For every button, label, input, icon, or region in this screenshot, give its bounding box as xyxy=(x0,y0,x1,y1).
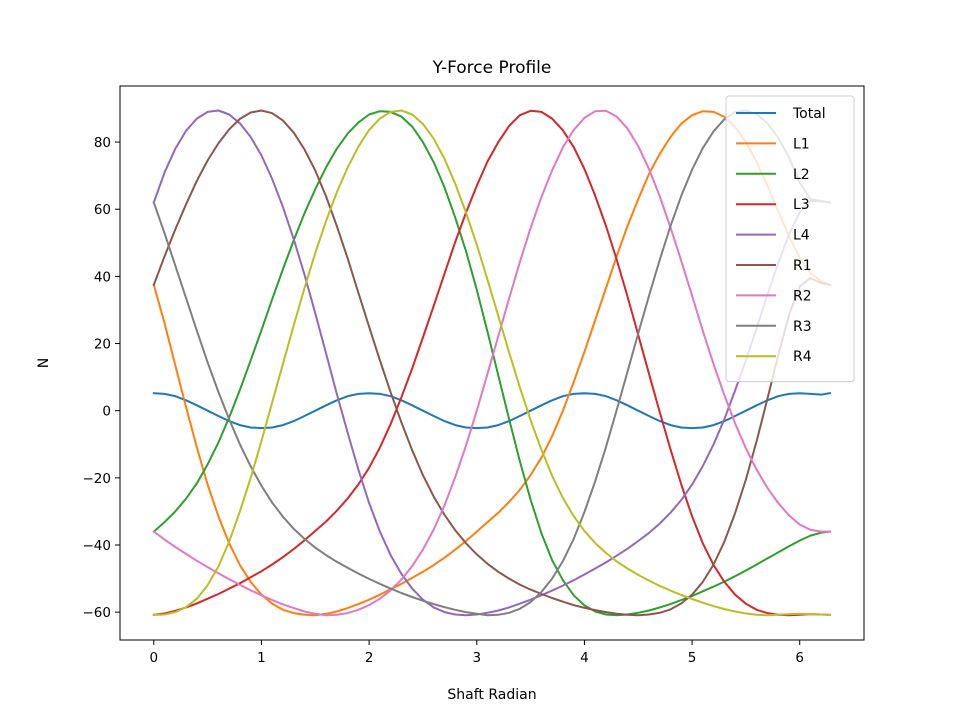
series-line-r2 xyxy=(152,109,831,617)
y-tick-label: 20 xyxy=(94,337,111,353)
legend-label-r3: R3 xyxy=(793,319,812,335)
x-tick-label: 5 xyxy=(688,650,697,666)
series-line-r4 xyxy=(152,109,831,617)
y-tick-label: 80 xyxy=(94,135,111,151)
legend-frame xyxy=(725,95,855,383)
plot-area-frame xyxy=(119,85,865,641)
y-tick-label: 40 xyxy=(94,269,111,285)
y-tick-label: −40 xyxy=(83,538,112,554)
x-tick-label: 1 xyxy=(257,650,266,666)
series-line-r1 xyxy=(152,109,832,617)
y-tick-label: 60 xyxy=(94,202,111,218)
x-tick-label: 6 xyxy=(795,650,804,666)
legend: Total L1 L2 L3 L4 R1 R2 R3 R4 xyxy=(725,95,855,383)
y-axis-ticks: −60 −40 −20 0 20 40 60 80 xyxy=(83,135,120,621)
legend-label-l4: L4 xyxy=(793,228,810,244)
legend-label-total: Total xyxy=(792,106,826,122)
x-tick-label: 2 xyxy=(365,650,374,666)
legend-label-l1: L1 xyxy=(793,136,810,152)
chart-title: Y-Force Profile xyxy=(432,58,552,78)
y-tick-label: −20 xyxy=(83,471,112,487)
legend-label-r4: R4 xyxy=(793,349,812,365)
x-tick-label: 4 xyxy=(580,650,589,666)
series-line-l3 xyxy=(152,109,831,617)
series-layer xyxy=(152,109,832,617)
y-tick-label: 0 xyxy=(102,404,111,420)
legend-label-r1: R1 xyxy=(793,258,812,274)
y-axis-label: N xyxy=(36,358,52,368)
series-line-l1 xyxy=(152,110,832,617)
x-axis-label: Shaft Radian xyxy=(447,687,536,703)
y-tick-label: −60 xyxy=(83,605,112,621)
x-axis-ticks: 0 1 2 3 4 5 6 xyxy=(150,640,804,666)
legend-label-l2: L2 xyxy=(793,167,810,183)
x-tick-label: 3 xyxy=(472,650,481,666)
series-line-r3 xyxy=(152,109,832,617)
legend-label-l3: L3 xyxy=(793,197,810,213)
series-line-total xyxy=(152,392,832,430)
series-line-l4 xyxy=(152,109,832,617)
x-tick-label: 0 xyxy=(150,650,159,666)
legend-label-r2: R2 xyxy=(793,288,812,304)
